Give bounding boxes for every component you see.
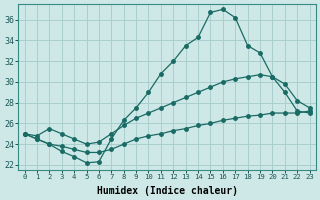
X-axis label: Humidex (Indice chaleur): Humidex (Indice chaleur)	[97, 186, 237, 196]
